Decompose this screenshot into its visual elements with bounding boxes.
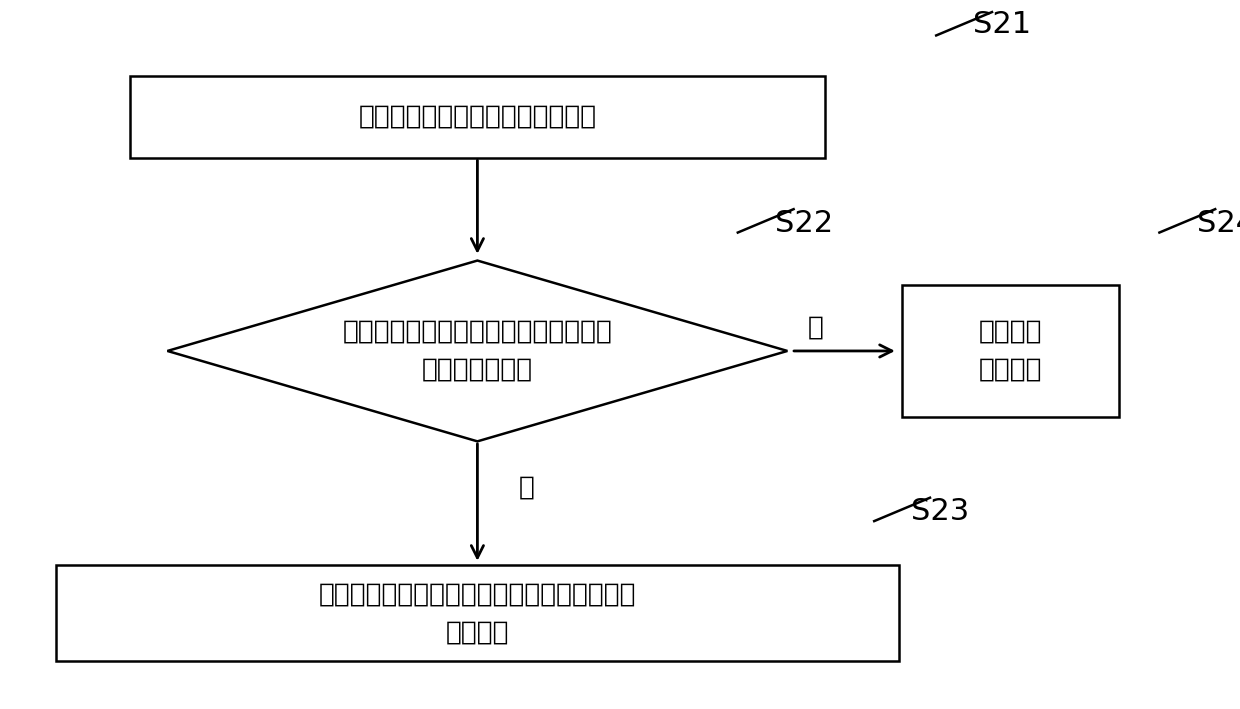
Bar <box>56 566 899 661</box>
Text: S22: S22 <box>775 209 833 238</box>
Text: 否: 否 <box>808 315 823 340</box>
Polygon shape <box>167 260 787 441</box>
Text: 风机转速
无需补偿: 风机转速 无需补偿 <box>978 319 1043 383</box>
Bar <box>901 286 1118 417</box>
Text: 是: 是 <box>520 475 534 501</box>
Text: S21: S21 <box>973 11 1032 39</box>
Text: 确定风口的角度值所处的角度区间: 确定风口的角度值所处的角度区间 <box>358 104 596 130</box>
Text: S23: S23 <box>911 498 970 526</box>
Text: 风口的角度值所处的角度区间是否在预
设角度范围内？: 风口的角度值所处的角度区间是否在预 设角度范围内？ <box>342 319 613 383</box>
Text: S24: S24 <box>1197 209 1240 238</box>
Bar <box>130 77 825 158</box>
Text: 根据风口的角度值所处的角度区间得到风机转
速补偿值: 根据风口的角度值所处的角度区间得到风机转 速补偿值 <box>319 581 636 645</box>
